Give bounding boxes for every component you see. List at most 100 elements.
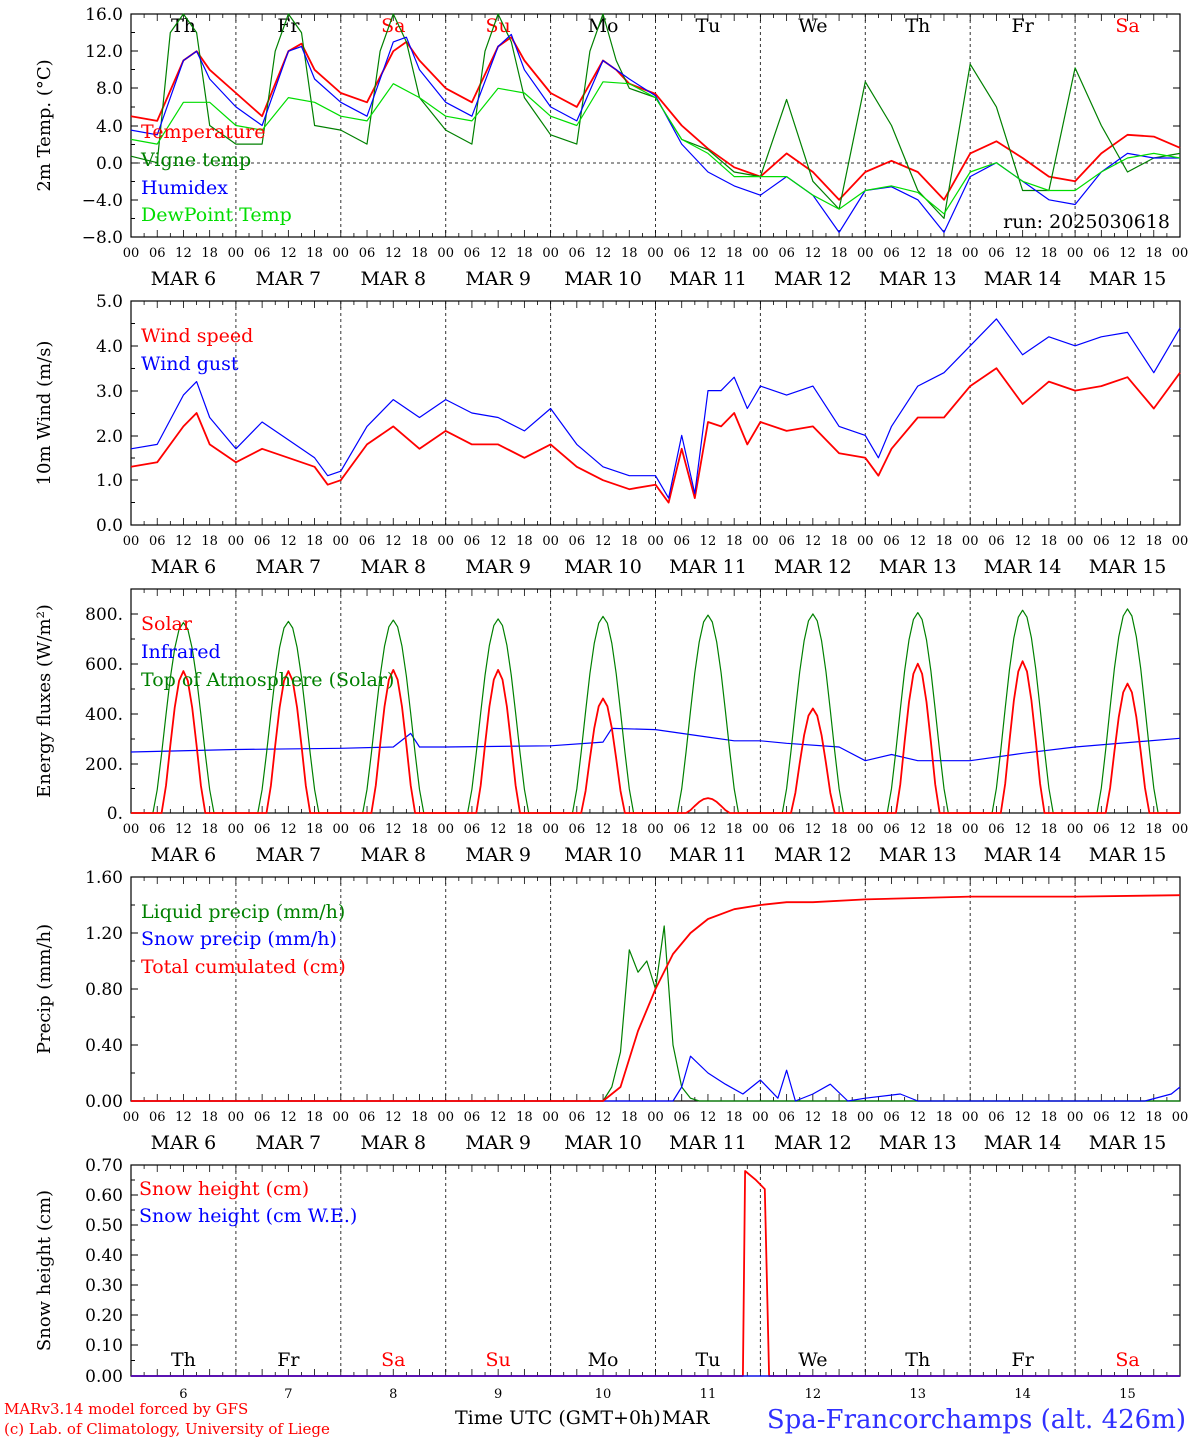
x-hour-label: 00 [647,534,664,549]
x-hour-label: 12 [385,822,402,837]
panel-2: 5.0 4.0 3.0 2.0 1.0 0.0 10m Wind (m/s) 00 06 12 18… [34,292,1188,578]
x-day-number: 9 [494,1387,502,1402]
x-date-label: MAR 13 [879,556,957,578]
x-hour-label: 18 [411,822,428,837]
weekday-label: Mo [588,15,619,37]
x-hour-label: 12 [1119,246,1136,261]
legend-entry: Total cumulated (cm) [141,956,346,978]
series-line [131,925,1180,1102]
x-hour-label: 12 [700,822,717,837]
x-hour-label: 12 [175,1110,192,1125]
x-hour-label: 06 [778,822,795,837]
y-tick-label: 0.80 [85,980,123,1000]
x-hour-label: 00 [542,822,559,837]
x-hour-label: 12 [1119,534,1136,549]
x-date-label: MAR 9 [465,556,531,578]
x-hour-label: 00 [333,534,350,549]
x-hour-label: 00 [647,822,664,837]
x-hour-label: 00 [123,246,140,261]
x-hour-label: 12 [595,534,612,549]
y-tick-label: 0.70 [85,1156,123,1176]
x-hour-label: 06 [673,1110,690,1125]
x-hour-label: 06 [149,246,166,261]
x-hour-label: 06 [254,1110,271,1125]
x-hour-label: 18 [1146,822,1163,837]
x-hour-label: 12 [280,822,297,837]
y-tick-label: 8.0 [96,79,123,99]
x-hour-label: 06 [778,1110,795,1125]
x-hour-label: 06 [569,246,586,261]
legend-entry: Solar [141,613,193,635]
legend-entry: Humidex [141,177,228,199]
y-tick-label: 3.0 [96,382,123,402]
x-hour-label: 00 [1172,534,1189,549]
x-hour-label: 06 [673,246,690,261]
x-hour-label: 12 [490,534,507,549]
x-date-label: MAR 7 [256,556,322,578]
weekday-label: Fr [277,1349,300,1371]
x-day-number: 7 [284,1387,292,1402]
weekday-label: Fr [1012,15,1035,37]
x-hour-label: 00 [123,534,140,549]
x-hour-label: 18 [1146,246,1163,261]
x-hour-label: 00 [542,534,559,549]
x-hour-label: 00 [857,246,874,261]
x-hour-label: 12 [595,822,612,837]
x-hour-label: 06 [1093,246,1110,261]
x-hour-label: 12 [700,1110,717,1125]
x-hour-label: 00 [962,1110,979,1125]
x-hour-label: 00 [333,822,350,837]
x-date-label: MAR 15 [1089,1132,1167,1154]
x-hour-label: 06 [1093,822,1110,837]
y-tick-label: 1.60 [85,868,123,888]
x-hour-label: 00 [647,246,664,261]
x-date-label: MAR 8 [360,1132,426,1154]
x-date-label: MAR 10 [564,844,642,866]
x-hour-label: 18 [831,246,848,261]
x-hour-label: 12 [385,1110,402,1125]
x-hour-label: 00 [1067,822,1084,837]
x-hour-label: 06 [778,534,795,549]
weekday-label: Th [905,15,930,37]
x-hour-label: 18 [936,822,953,837]
x-hour-label: 12 [595,1110,612,1125]
y-tick-label: 0. [107,804,123,824]
x-hour-label: 18 [516,246,533,261]
x-hour-label: 06 [988,822,1005,837]
x-hour-label: 18 [306,534,323,549]
y-tick-label: −8.0 [82,228,123,248]
x-hour-label: 18 [411,1110,428,1125]
x-hour-label: 06 [359,1110,376,1125]
x-hour-label: 06 [359,246,376,261]
x-hour-label: 00 [333,1110,350,1125]
panel-1: 16.0 12.0 8.0 4.0 0.0 −4.0 −8.0 2m Temp. (°C) 00… [34,5,1188,290]
x-hour-label: 18 [201,246,218,261]
x-date-label: MAR 9 [465,268,531,290]
y-axis-label: Snow height (cm) [34,1190,55,1351]
x-day-number: 13 [909,1387,926,1402]
x-hour-label: 12 [490,822,507,837]
x-hour-label: 00 [857,1110,874,1125]
x-hour-label: 06 [778,246,795,261]
credit-line-1: MARv3.14 model forced by GFS [4,1400,248,1418]
y-tick-label: 2.0 [96,427,123,447]
x-hour-label: 06 [569,1110,586,1125]
x-hour-label: 06 [883,246,900,261]
x-hour-label: 18 [201,534,218,549]
x-date-label: MAR 6 [151,1132,217,1154]
x-hour-label: 00 [228,822,245,837]
x-hour-label: 06 [883,1110,900,1125]
x-hour-label: 06 [988,246,1005,261]
x-hour-label: 00 [962,822,979,837]
x-hour-label: 18 [516,1110,533,1125]
x-date-label: MAR 11 [669,268,747,290]
x-hour-label: 00 [437,822,454,837]
x-day-number: 6 [179,1387,187,1402]
legend-entry: Liquid precip (mm/h) [141,901,345,923]
x-hour-label: 12 [805,534,822,549]
x-hour-label: 06 [359,534,376,549]
x-hour-label: 12 [175,534,192,549]
legend-entry: Snow height (cm W.E.) [139,1205,357,1227]
series-line [131,1055,1181,1102]
x-hour-label: 00 [228,534,245,549]
